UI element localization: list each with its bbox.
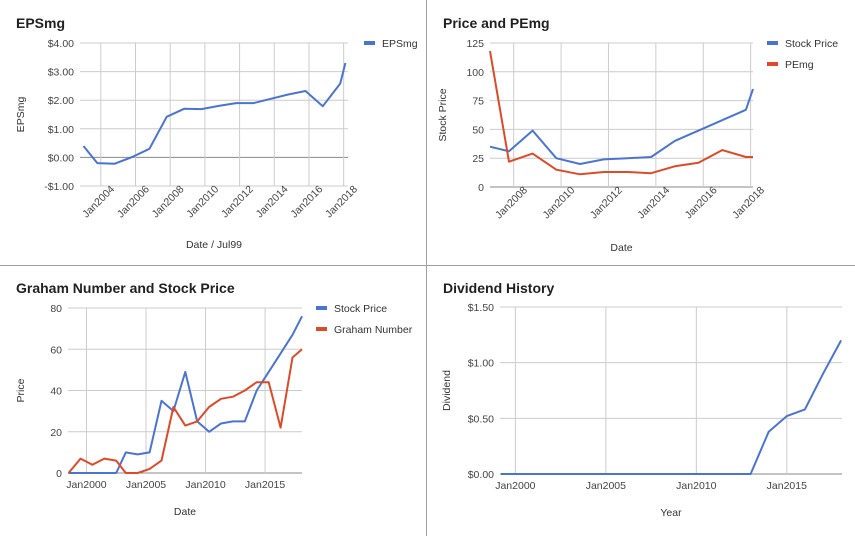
y-tick-label: $2.00 — [48, 95, 74, 107]
y-tick-label: 100 — [466, 67, 484, 79]
x-tick-label: Jan2016 — [683, 184, 720, 221]
y-tick-label: 0 — [478, 182, 484, 194]
chart-title: EPSmg — [16, 15, 65, 31]
y-tick-label: $0.00 — [48, 152, 74, 164]
x-tick-label: Jan2000 — [495, 480, 535, 492]
legend-label: Stock Price — [334, 303, 387, 315]
legend-swatch — [767, 62, 778, 66]
x-axis-title: Date — [174, 506, 196, 518]
y-tick-label: $3.00 — [48, 67, 74, 79]
y-tick-label: $1.00 — [468, 358, 494, 370]
y-tick-label: 20 — [50, 427, 62, 439]
x-tick-label: Jan2012 — [219, 183, 256, 220]
y-tick-label: 40 — [50, 386, 62, 398]
x-tick-label: Jan2015 — [767, 480, 807, 492]
x-tick-label: Jan2005 — [126, 479, 166, 491]
y-tick-label: $4.00 — [48, 38, 74, 50]
x-tick-label: Jan2014 — [254, 183, 291, 220]
chart-svg: Price and PEmg 125 100 75 50 25 0 Jan2008 Jan201… — [437, 15, 838, 254]
legend-label: PEmg — [785, 59, 814, 71]
series-line-0 — [489, 88, 754, 165]
legend-swatch — [316, 327, 327, 331]
y-axis-title: Stock Price — [437, 88, 449, 141]
y-axis-title: Dividend — [441, 370, 453, 411]
x-tick-label: Jan2008 — [493, 184, 530, 221]
x-axis-title: Date — [610, 242, 632, 254]
epsmg-chart-panel: EPSmg $4.00 $3.00 $2.00 $1.00 $0.00 -$1.00 Jan2… — [0, 0, 426, 265]
x-tick-label: Jan2014 — [635, 184, 672, 221]
y-tick-label: $0.00 — [468, 469, 494, 481]
chart-title: Dividend History — [443, 280, 554, 296]
legend-label: Graham Number — [334, 324, 413, 336]
y-tick-label: $1.00 — [48, 124, 74, 136]
series-line-1 — [67, 348, 303, 474]
series-line-0 — [82, 62, 347, 165]
chart-svg: Graham Number and Stock Price 80 60 40 20 0 Ja… — [15, 280, 413, 518]
y-tick-label: 0 — [56, 468, 62, 480]
x-tick-label: Jan2010 — [676, 480, 716, 492]
chart-svg: EPSmg $4.00 $3.00 $2.00 $1.00 $0.00 -$1.00 Jan2… — [15, 15, 418, 251]
y-tick-label: $0.50 — [468, 413, 494, 425]
legend-swatch — [364, 41, 375, 45]
x-tick-label: Jan2008 — [150, 183, 187, 220]
x-tick-label: Jan2018 — [323, 183, 360, 220]
chart-title: Graham Number and Stock Price — [16, 280, 235, 296]
legend-swatch — [316, 306, 327, 310]
graham-number-chart-panel: Graham Number and Stock Price 80 60 40 20 0 Ja… — [0, 266, 426, 536]
x-tick-label: Jan2016 — [288, 183, 325, 220]
y-tick-label: 60 — [50, 344, 62, 356]
y-tick-label: -$1.00 — [44, 181, 74, 193]
x-tick-label: Jan2012 — [588, 184, 625, 221]
x-tick-label: Jan2018 — [730, 184, 767, 221]
chart-title: Price and PEmg — [443, 15, 550, 31]
y-tick-label: 80 — [50, 303, 62, 315]
x-tick-label: Jan2000 — [66, 479, 106, 491]
x-axis-title: Date / Jul99 — [186, 239, 242, 251]
dividend-history-chart-panel: Dividend History $1.50 $1.00 $0.50 $0.00 Jan2… — [427, 266, 855, 536]
legend-swatch — [767, 41, 778, 45]
legend-label: EPSmg — [382, 38, 418, 50]
x-tick-label: Jan2010 — [540, 184, 577, 221]
x-tick-label: Jan2010 — [185, 479, 225, 491]
legend-label: Stock Price — [785, 38, 838, 50]
y-tick-label: 75 — [472, 96, 484, 108]
x-tick-label: Jan2015 — [245, 479, 285, 491]
y-axis-title: EPSmg — [15, 97, 27, 133]
y-tick-label: $1.50 — [468, 302, 494, 314]
x-tick-label: Jan2005 — [586, 480, 626, 492]
series-line-0 — [68, 315, 303, 474]
x-tick-label: Jan2010 — [184, 183, 221, 220]
chart-svg: Dividend History$1.50$1.00$0.50$0.00Jan2… — [441, 280, 842, 519]
y-tick-label: 125 — [466, 38, 484, 50]
series-line-0 — [500, 339, 842, 475]
y-axis-title: Price — [15, 378, 27, 402]
x-tick-label: Jan2004 — [80, 183, 117, 220]
y-tick-label: 25 — [472, 153, 484, 165]
x-tick-label: Jan2006 — [115, 183, 152, 220]
series-line-1 — [489, 50, 753, 176]
x-axis-title: Year — [660, 507, 682, 519]
price-pemg-chart-panel: Price and PEmg 125 100 75 50 25 0 Jan2008 Jan201… — [427, 0, 855, 265]
y-tick-label: 50 — [472, 124, 484, 136]
